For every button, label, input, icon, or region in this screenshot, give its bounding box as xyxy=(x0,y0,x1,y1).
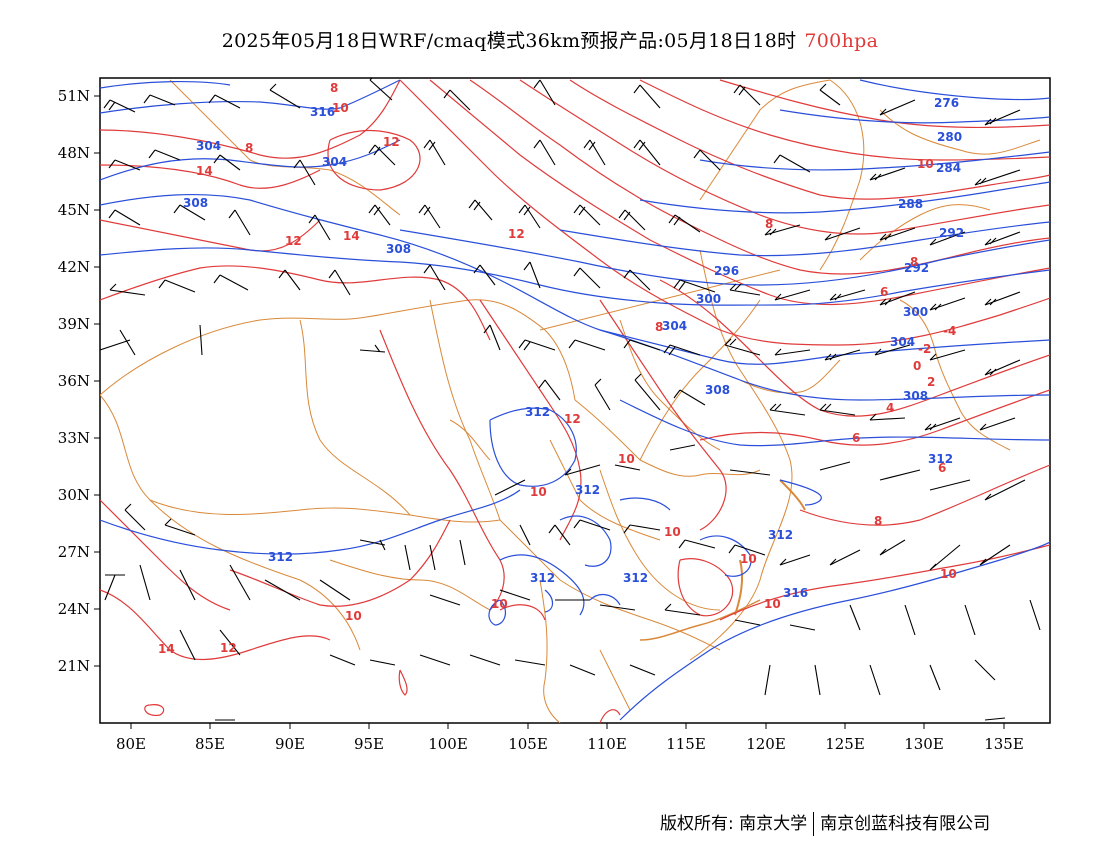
lat-label: 27N xyxy=(58,543,90,561)
temperature-label: 12 xyxy=(508,227,525,241)
temperature-label: 8 xyxy=(245,141,253,155)
temperature-label: 10 xyxy=(618,452,635,466)
lon-label: 80E xyxy=(116,735,146,753)
temperature-label: 10 xyxy=(530,485,547,499)
temperature-label: 12 xyxy=(285,234,302,248)
temperature-label: 4 xyxy=(886,401,894,415)
lon-label: 90E xyxy=(275,735,305,753)
lat-label: 21N xyxy=(58,657,90,675)
temperature-label: 10 xyxy=(491,597,508,611)
longitude-labels: 80E 85E 90E 95E 100E 105E 110E 115E 120E… xyxy=(116,735,1024,753)
lon-label: 130E xyxy=(904,735,944,753)
lon-label: 135E xyxy=(984,735,1024,753)
height-label: 292 xyxy=(939,226,964,240)
temperature-label: 0 xyxy=(913,359,921,373)
height-label: 312 xyxy=(268,550,293,564)
footer-divider xyxy=(813,812,815,836)
lat-label: 36N xyxy=(58,372,90,390)
temperature-label: 8 xyxy=(655,320,663,334)
wind-barbs xyxy=(100,78,1041,721)
temperature-label: 12 xyxy=(564,412,581,426)
height-label: 312 xyxy=(928,452,953,466)
height-label: 276 xyxy=(934,96,959,110)
temperature-label: 10 xyxy=(940,567,957,581)
temperature-contour-labels: 8 10 8 14 12 12 14 12 8 10 8 6 8 -4 -2 0… xyxy=(158,81,957,656)
map-title: 2025年05月18日WRF/cmaq模式36km预报产品:05月18日18时 7… xyxy=(0,26,1100,53)
height-label: 308 xyxy=(705,383,730,397)
boundary-lines xyxy=(100,79,1041,723)
height-label: 312 xyxy=(575,483,600,497)
temperature-label: 6 xyxy=(938,461,946,475)
height-contour-labels: 316 304 304 308 308 276 280 284 288 292 … xyxy=(183,96,964,600)
temperature-contours xyxy=(100,79,1050,723)
height-label: 304 xyxy=(196,139,221,153)
temperature-label: -4 xyxy=(943,324,956,338)
lat-label: 24N xyxy=(58,600,90,618)
temperature-label: 6 xyxy=(852,431,860,445)
copyright-text: 版权所有: 南京大学 xyxy=(660,814,808,834)
lon-label: 115E xyxy=(666,735,706,753)
lat-label: 45N xyxy=(58,201,90,219)
temperature-label: 8 xyxy=(765,217,773,231)
temperature-label: 10 xyxy=(664,525,681,539)
height-label: 300 xyxy=(696,292,721,306)
lon-label: 95E xyxy=(354,735,384,753)
lon-label: 105E xyxy=(508,735,548,753)
temperature-label: 6 xyxy=(880,285,888,299)
copyright-footer: 版权所有: 南京大学 南京创蓝科技有限公司 xyxy=(660,809,990,836)
height-label: 280 xyxy=(937,130,962,144)
temperature-label: 10 xyxy=(345,609,362,623)
height-label: 300 xyxy=(903,305,928,319)
lon-label: 120E xyxy=(746,735,786,753)
height-label: 304 xyxy=(662,319,687,333)
height-label: 312 xyxy=(768,528,793,542)
height-label: 308 xyxy=(183,196,208,210)
lat-label: 48N xyxy=(58,144,90,162)
height-label: 284 xyxy=(936,161,961,175)
temperature-label: 8 xyxy=(910,255,918,269)
height-contours xyxy=(100,79,1050,721)
temperature-label: -2 xyxy=(918,342,931,356)
height-label: 312 xyxy=(530,571,555,585)
company-name: 南京创蓝科技有限公司 xyxy=(820,814,991,834)
title-main: 2025年05月18日WRF/cmaq模式36km预报产品:05月18日18时 xyxy=(221,30,797,52)
height-label: 312 xyxy=(525,405,550,419)
temperature-label: 10 xyxy=(332,101,349,115)
temperature-label: 10 xyxy=(740,552,757,566)
temperature-label: 2 xyxy=(927,375,935,389)
lon-label: 85E xyxy=(195,735,225,753)
height-label: 292 xyxy=(904,261,929,275)
temperature-label: 14 xyxy=(196,164,213,178)
axis-ticks xyxy=(94,95,1005,729)
latitude-labels: 51N 48N 45N 42N 39N 36N 33N 30N 27N 24N … xyxy=(58,87,90,675)
temperature-label: 10 xyxy=(764,597,781,611)
lat-label: 51N xyxy=(58,87,90,105)
temperature-label: 8 xyxy=(330,81,338,95)
title-level: 700hpa xyxy=(804,30,879,52)
lon-label: 110E xyxy=(587,735,627,753)
height-label: 308 xyxy=(903,389,928,403)
temperature-label: 10 xyxy=(917,157,934,171)
temperature-label: 8 xyxy=(874,514,882,528)
height-label: 308 xyxy=(386,242,411,256)
height-label: 304 xyxy=(890,335,915,349)
height-label: 316 xyxy=(310,105,335,119)
temperature-label: 14 xyxy=(343,229,360,243)
height-label: 288 xyxy=(898,197,923,211)
lat-label: 42N xyxy=(58,258,90,276)
height-label: 316 xyxy=(783,586,808,600)
lat-label: 30N xyxy=(58,486,90,504)
height-label: 296 xyxy=(714,264,739,278)
temperature-label: 12 xyxy=(220,641,237,655)
lat-label: 33N xyxy=(58,429,90,447)
lon-label: 125E xyxy=(825,735,865,753)
temperature-label: 14 xyxy=(158,642,175,656)
height-label: 304 xyxy=(322,155,347,169)
temperature-label: 12 xyxy=(383,135,400,149)
lon-label: 100E xyxy=(428,735,468,753)
height-label: 312 xyxy=(623,571,648,585)
lat-label: 39N xyxy=(58,315,90,333)
